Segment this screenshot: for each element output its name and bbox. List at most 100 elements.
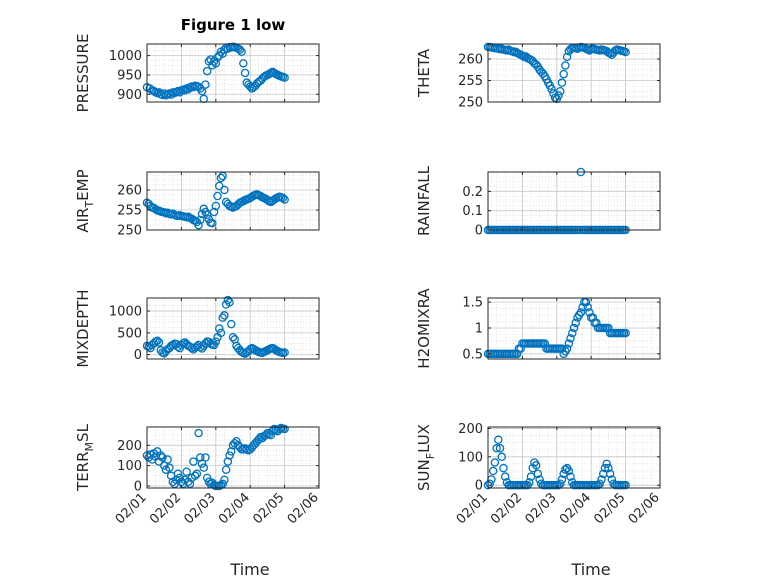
data-point	[225, 298, 234, 307]
data-point	[240, 68, 250, 78]
data-point	[158, 453, 167, 462]
x-tick-label: 02/04	[216, 490, 253, 527]
data-point	[500, 472, 510, 481]
figure-title: Figure 1 low	[181, 16, 286, 34]
data-point	[495, 444, 505, 453]
axes-frame	[487, 171, 661, 231]
axes-frame	[487, 426, 661, 489]
x-tick-label: 02/01	[113, 490, 150, 527]
data-point	[159, 461, 169, 470]
data-point	[562, 344, 572, 353]
data-point	[488, 466, 498, 476]
data-point	[211, 201, 221, 211]
data-point	[621, 328, 630, 338]
subplot-air_temp: 250 255 260 AIRTEMP	[74, 169, 320, 239]
data-point	[602, 459, 611, 469]
y-tick-label: 500	[117, 326, 142, 341]
data-point	[492, 444, 501, 453]
data-point	[211, 337, 221, 346]
x-tick-label: 02/03	[182, 490, 219, 527]
data-point	[190, 471, 200, 481]
y-tick-label: 900	[117, 88, 142, 103]
x-axis-label: Time	[570, 560, 610, 579]
y-axis-label: TERRMSL	[74, 423, 96, 492]
data-point	[564, 339, 574, 348]
y-axis-label: H2OMIXRA	[415, 288, 433, 369]
data-point	[197, 86, 207, 96]
data-point	[571, 318, 580, 328]
y-tick-label: 250	[458, 96, 483, 111]
y-axis-label: MIXDEPTH	[74, 289, 92, 367]
subplot-pressure: 900 950 1000 PRESSURE	[74, 34, 320, 112]
data-point	[214, 181, 224, 191]
data-point	[194, 428, 203, 438]
y-axis-label: RAINFALL	[415, 165, 433, 236]
data-point	[235, 45, 245, 55]
data-point	[557, 475, 567, 484]
data-point	[196, 453, 205, 462]
y-tick-label: 0	[134, 479, 142, 494]
subplot-h2omixra: 0.5 1 1.5 H2OMIXRA	[415, 288, 661, 369]
data-point	[595, 479, 605, 488]
axes-frame	[487, 43, 661, 103]
data-point	[216, 173, 226, 183]
data-point	[187, 343, 196, 353]
y-tick-label: 255	[458, 74, 483, 89]
x-tick-label: 02/02	[488, 490, 525, 527]
data-point	[497, 452, 507, 462]
data-point	[201, 80, 210, 89]
data-point	[566, 472, 575, 481]
data-point	[557, 78, 567, 87]
y-tick-label: 260	[117, 184, 142, 199]
x-tick-label: 02/03	[523, 490, 560, 527]
data-point	[220, 475, 229, 485]
data-point	[199, 94, 209, 104]
data-point	[526, 472, 536, 481]
subplot-theta: 250 255 260 THETA	[415, 42, 661, 111]
data-point	[261, 430, 270, 440]
data-point	[194, 220, 203, 230]
y-tick-label: 0	[475, 479, 483, 494]
data-point	[568, 328, 577, 338]
data-point	[202, 473, 212, 483]
data-point	[165, 463, 174, 472]
data-point	[605, 469, 615, 479]
x-axis-label: Time	[229, 560, 269, 579]
data-point	[216, 328, 226, 338]
data-point	[245, 82, 255, 91]
data-point	[561, 61, 570, 70]
y-axis-label: AIRTEMP	[74, 169, 96, 232]
data-point	[239, 59, 248, 68]
data-point	[213, 191, 222, 201]
data-point	[494, 435, 503, 445]
data-point	[525, 478, 534, 487]
y-tick-label: 1000	[109, 49, 142, 64]
data-point	[555, 87, 565, 96]
data-point	[600, 463, 610, 473]
subplot-mixdepth: 0 500 1000 MIXDEPTH	[74, 289, 320, 368]
data-point	[201, 453, 210, 462]
axes-background	[147, 172, 319, 230]
data-point	[168, 340, 178, 350]
data-point	[173, 469, 183, 479]
data-point	[499, 463, 508, 473]
data-point	[490, 458, 500, 467]
y-tick-label: 0.5	[462, 347, 483, 362]
y-tick-label: 255	[117, 204, 142, 219]
x-tick-label: 02/06	[626, 490, 663, 527]
data-point	[221, 465, 231, 474]
axes-frame	[146, 426, 320, 489]
y-axis-label: THETA	[415, 48, 433, 98]
y-tick-label: 1.5	[462, 296, 483, 311]
data-point	[280, 424, 289, 434]
data-point	[280, 73, 289, 82]
data-point	[597, 475, 606, 484]
y-tick-label: 0.1	[462, 204, 483, 219]
data-point	[518, 51, 527, 60]
data-point	[196, 215, 205, 225]
data-point	[214, 324, 224, 333]
data-point	[576, 308, 586, 317]
